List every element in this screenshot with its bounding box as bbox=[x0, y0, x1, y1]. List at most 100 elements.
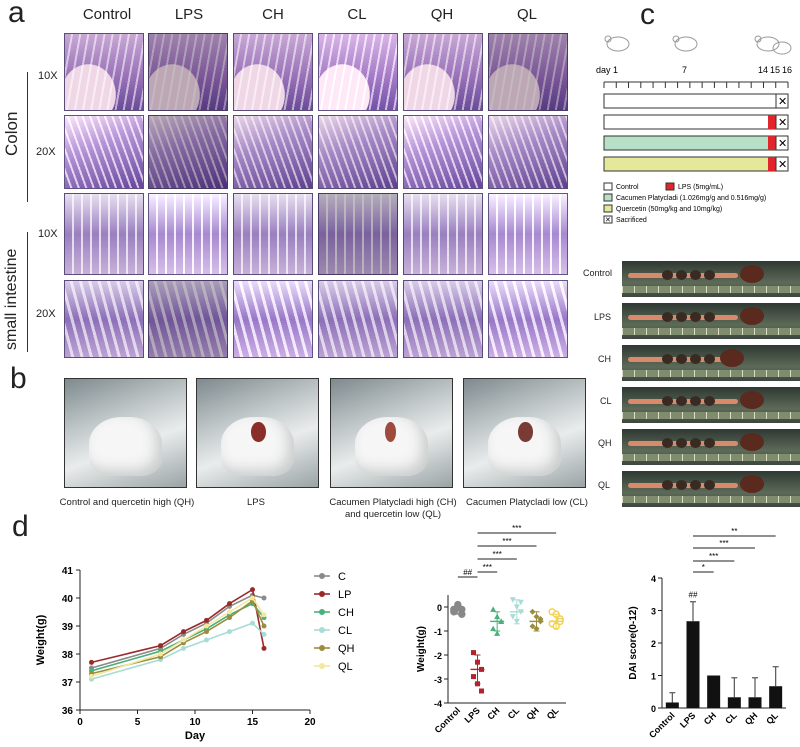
caption-ch: Cacumen Platycladi high (CH) bbox=[329, 497, 457, 508]
data-point bbox=[204, 629, 209, 635]
y-axis-label: Weight(g) bbox=[35, 614, 47, 665]
sig-label: *** bbox=[483, 563, 492, 572]
weight-line-chart: 36 37 38 39 40 41 0 5 10 15 20 Day Weight(g) C LP CH CL Q… bbox=[35, 566, 355, 742]
mag-label-row1: 10X bbox=[38, 70, 58, 82]
panel-b-letter: b bbox=[10, 362, 27, 395]
histology-tile bbox=[403, 33, 483, 111]
mouse-photo-cl bbox=[463, 378, 586, 488]
x-tick-label: QH bbox=[524, 705, 541, 722]
col-header-qh: QH bbox=[430, 6, 454, 23]
x-tick-label: 20 bbox=[304, 717, 316, 728]
panel-c-legend: Control LPS (5mg/mL) Cacumen Platycladi … bbox=[603, 182, 766, 224]
intestine-label-qh: QH bbox=[598, 438, 612, 448]
data-point bbox=[227, 615, 232, 621]
intestine-strip-photo bbox=[622, 387, 800, 423]
intestine-label-cl: CL bbox=[600, 396, 612, 406]
caption-lps: LPS bbox=[247, 497, 265, 508]
intestine-strip-photo bbox=[622, 261, 800, 297]
y-tick-label: 36 bbox=[62, 706, 74, 717]
timeline-label-15: 15 bbox=[770, 65, 780, 75]
group-bar bbox=[603, 135, 777, 151]
histology-tile bbox=[148, 115, 228, 189]
histology-tile bbox=[64, 280, 144, 358]
y-tick-label: 0 bbox=[437, 603, 442, 613]
x-tick-label: LPS bbox=[678, 710, 697, 729]
sig-label: *** bbox=[512, 525, 521, 533]
series-line-cl bbox=[91, 622, 265, 680]
mouse-photo-ch bbox=[330, 378, 453, 488]
data-point bbox=[89, 673, 94, 679]
y-tick-label: -1 bbox=[434, 627, 442, 637]
caption-control-qh: Control and quercetin high (QH) bbox=[59, 497, 195, 508]
y-tick-label: 3 bbox=[651, 607, 656, 617]
x-tick-label: CL bbox=[506, 705, 522, 721]
sig-label: ** bbox=[731, 528, 737, 536]
sacrificed-mark: ✕ bbox=[778, 96, 787, 108]
intestine-label-ch: CH bbox=[598, 354, 611, 364]
histology-tile bbox=[488, 280, 568, 358]
data-point bbox=[479, 688, 484, 694]
legend-label-qh: QH bbox=[338, 643, 355, 655]
y-tick-label: -4 bbox=[434, 699, 442, 709]
legend-control: Control bbox=[616, 184, 639, 191]
panel-c-letter: c bbox=[640, 0, 655, 31]
panel-d-letter: d bbox=[12, 510, 29, 543]
x-axis-label: Day bbox=[185, 730, 206, 742]
histology-tile bbox=[403, 280, 483, 358]
x-tick-label: QH bbox=[743, 710, 760, 727]
sacrificed-mark: ✕ bbox=[778, 159, 787, 171]
histology-tile bbox=[64, 115, 144, 189]
data-point bbox=[204, 617, 209, 623]
y-tick-label: -3 bbox=[434, 675, 442, 685]
legend-marker bbox=[319, 573, 325, 579]
mag-label-row3: 10X bbox=[38, 228, 58, 240]
col-header-lps: LPS bbox=[174, 6, 204, 23]
legend-marker bbox=[319, 663, 325, 669]
data-point bbox=[261, 612, 267, 618]
y-axis-label: Weight(g) bbox=[416, 626, 427, 672]
colon-label: Colon bbox=[2, 111, 21, 156]
bar-cl bbox=[727, 697, 741, 708]
histology-tile bbox=[148, 280, 228, 358]
lps-segment bbox=[768, 115, 776, 129]
panel-a-letter: a bbox=[8, 0, 25, 29]
data-point bbox=[471, 674, 476, 680]
data-point bbox=[509, 597, 516, 603]
sig-label: *** bbox=[502, 537, 511, 546]
col-header-control: Control bbox=[82, 6, 132, 23]
legend-label-lp: LP bbox=[338, 589, 351, 601]
bar-qh bbox=[748, 697, 762, 708]
y-tick-label: 2 bbox=[651, 639, 656, 649]
y-tick-label: 38 bbox=[62, 650, 74, 661]
bar-ch bbox=[707, 675, 721, 708]
sig-label: ## bbox=[689, 591, 698, 600]
sacrificed-box bbox=[775, 135, 789, 151]
data-point bbox=[490, 606, 497, 612]
data-point bbox=[261, 623, 267, 629]
data-point bbox=[181, 637, 186, 643]
data-point bbox=[204, 623, 209, 629]
data-point bbox=[250, 587, 255, 593]
x-tick-label: 5 bbox=[135, 717, 141, 728]
histology-tile bbox=[148, 33, 228, 111]
histology-tile bbox=[233, 115, 313, 189]
timeline-label-14: 14 bbox=[758, 65, 768, 75]
x-tick-label: CH bbox=[485, 705, 501, 721]
y-tick-label: 40 bbox=[62, 594, 74, 605]
x-tick-label: Control bbox=[433, 705, 463, 735]
dai-score-chart: 0 1 2 3 4 DAI score(0-12) Control LPS CH CL QH QL ##… bbox=[628, 528, 786, 740]
data-point bbox=[490, 625, 497, 632]
sacrificed-box bbox=[775, 93, 789, 109]
legend-marker bbox=[319, 609, 325, 615]
data-point bbox=[250, 620, 255, 626]
legend-marker bbox=[319, 591, 325, 597]
sacrificed-mark: ✕ bbox=[778, 117, 787, 129]
caption-cl: Cacumen Platycladi low (CL) bbox=[466, 497, 588, 508]
weight-change-chart: 0 -1 -2 -3 -4 Weight(g) Control LPS CH CL QH QL ## **… bbox=[416, 525, 566, 735]
timeline-label-day1: day 1 bbox=[596, 65, 618, 75]
x-tick-label: QL bbox=[545, 705, 561, 721]
intestine-photo-panel bbox=[622, 253, 800, 511]
data-point bbox=[227, 609, 232, 615]
sacrificed-box bbox=[775, 156, 789, 172]
caption-ql: and quercetin low (QL) bbox=[344, 509, 442, 520]
